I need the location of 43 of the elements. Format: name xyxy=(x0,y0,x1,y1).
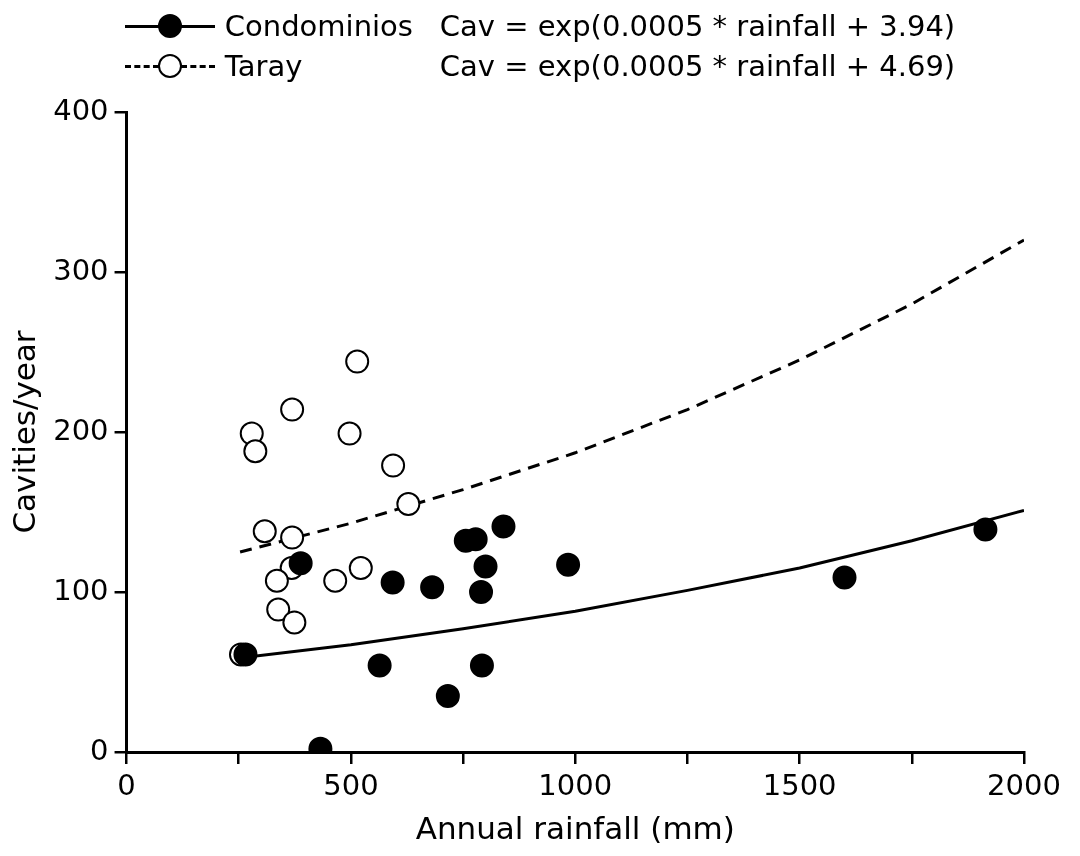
point xyxy=(556,552,581,577)
point xyxy=(469,653,494,678)
point xyxy=(252,519,277,544)
point xyxy=(396,492,421,516)
y-tick-label: 400 xyxy=(53,92,109,127)
point xyxy=(973,517,998,542)
y-tick-label: 300 xyxy=(53,252,109,287)
point xyxy=(367,653,392,678)
x-tick-label: 500 xyxy=(323,767,379,802)
y-axis-title: Cavities/year xyxy=(5,330,42,534)
point xyxy=(473,554,498,579)
point xyxy=(381,453,406,478)
y-tick-label: 0 xyxy=(90,732,109,767)
line-series xyxy=(238,238,1024,554)
point xyxy=(491,514,516,539)
point xyxy=(832,565,857,590)
y-tick-label: 200 xyxy=(53,412,109,447)
y-tick-label: 100 xyxy=(53,572,109,607)
point xyxy=(435,684,460,708)
x-tick-label: 2000 xyxy=(987,767,1061,802)
point xyxy=(243,439,268,464)
legend-label: Condominios xyxy=(224,8,414,45)
point xyxy=(348,556,373,580)
legend-label: Taray xyxy=(224,48,304,85)
x-axis-title: Annual rainfall (mm) xyxy=(415,810,735,847)
x-tick-label: 0 xyxy=(117,767,136,802)
x-tick-label: 1000 xyxy=(538,767,613,802)
point xyxy=(337,421,362,446)
point xyxy=(345,349,370,374)
point xyxy=(288,551,313,576)
point xyxy=(280,397,305,422)
point xyxy=(469,580,494,604)
point xyxy=(323,568,348,593)
point xyxy=(264,568,289,593)
point xyxy=(380,570,405,595)
point xyxy=(420,575,445,600)
text: Cav = exp(0.0005 * rainfall + 3.94) xyxy=(439,8,956,45)
text: Cav = exp(0.0005 * rainfall + 4.69) xyxy=(439,48,956,85)
point xyxy=(282,610,307,635)
point xyxy=(266,597,291,622)
point xyxy=(280,525,305,550)
point xyxy=(233,642,258,667)
x-tick-label: 1500 xyxy=(762,767,837,802)
